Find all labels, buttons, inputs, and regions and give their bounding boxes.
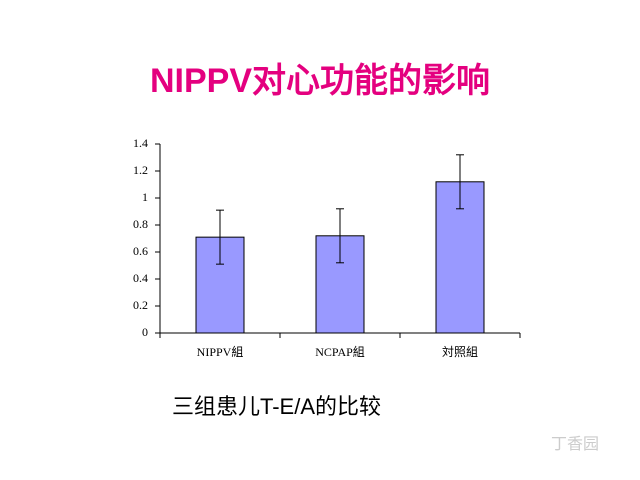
y-tick-label: 0 <box>142 325 148 339</box>
error-bar <box>336 208 344 264</box>
y-tick-label: 1.2 <box>133 163 148 177</box>
y-tick-label: 0.2 <box>133 298 148 312</box>
y-tick-label: 0.4 <box>133 271 148 285</box>
y-tick-label: 0.6 <box>133 244 148 258</box>
x-tick-label: 対照組 <box>442 345 478 359</box>
x-tick-label: NCPAP組 <box>315 345 365 359</box>
x-tick-label: NIPPV組 <box>197 345 244 359</box>
chart-title: NIPPV对心功能的影响 <box>150 62 490 100</box>
error-bar <box>216 209 224 265</box>
y-tick-label: 1 <box>142 190 148 204</box>
error-bar <box>456 154 464 210</box>
chart-caption: 三组患儿T-E/A的比较 <box>172 394 381 419</box>
watermark: 丁香园 <box>551 435 599 453</box>
y-tick-label: 1.4 <box>133 136 148 150</box>
y-tick-label: 0.8 <box>133 217 148 231</box>
